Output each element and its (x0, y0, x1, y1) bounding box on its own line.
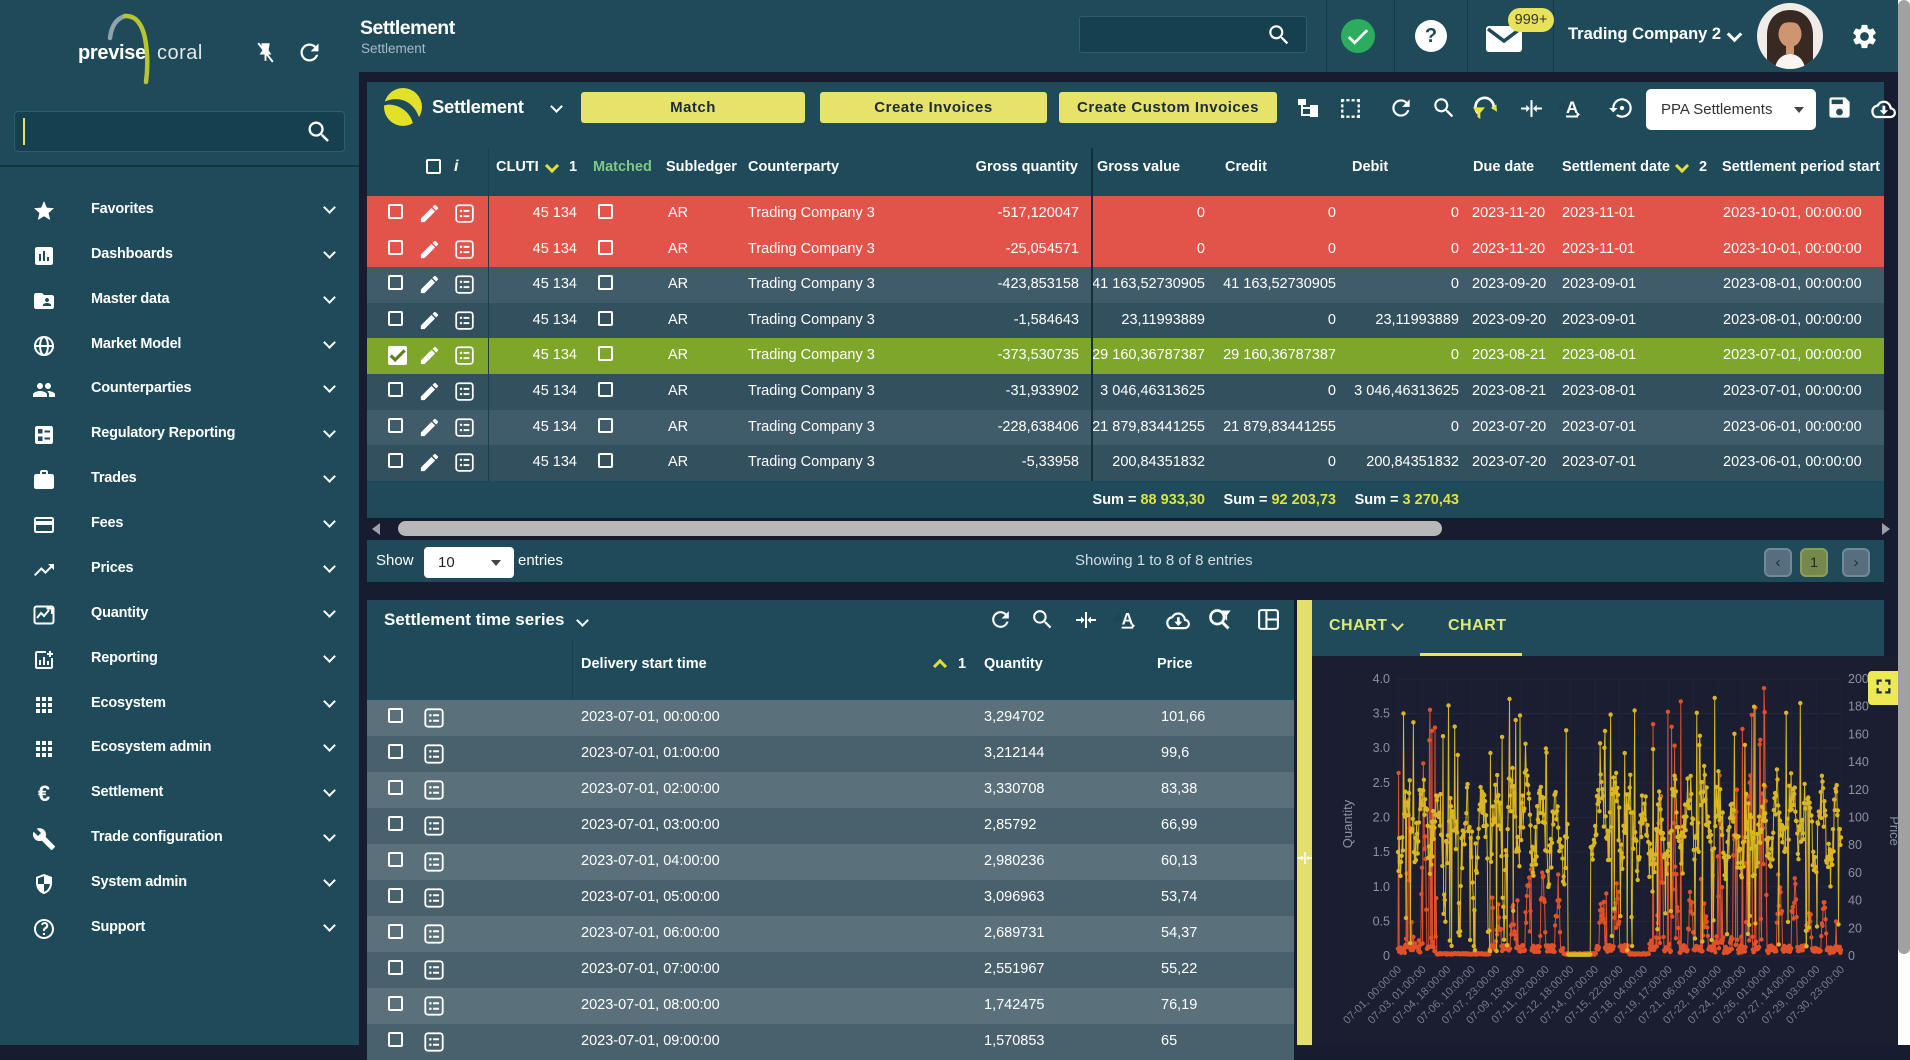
svg-text:2.0: 2.0 (1373, 811, 1390, 825)
svg-text:2.5: 2.5 (1373, 776, 1390, 790)
svg-text:4.0: 4.0 (1373, 672, 1390, 686)
svg-text:100: 100 (1848, 811, 1869, 825)
svg-text:40: 40 (1848, 894, 1862, 908)
svg-text:1.5: 1.5 (1373, 845, 1390, 859)
svg-text:60: 60 (1848, 866, 1862, 880)
svg-text:160: 160 (1848, 727, 1869, 741)
svg-text:0: 0 (1848, 949, 1855, 963)
svg-text:120: 120 (1848, 783, 1869, 797)
svg-text:1.0: 1.0 (1373, 880, 1390, 894)
svg-text:0: 0 (1383, 949, 1390, 963)
svg-text:Price: Price (1887, 816, 1898, 846)
svg-text:A: A (1558, 100, 1566, 114)
svg-text:140: 140 (1848, 755, 1869, 769)
svg-text:Quantity: Quantity (1340, 799, 1355, 848)
svg-text:A: A (1122, 610, 1134, 628)
svg-text:A: A (1566, 98, 1578, 117)
svg-text:180: 180 (1848, 700, 1869, 714)
svg-text:20: 20 (1848, 921, 1862, 935)
svg-text:A: A (1114, 613, 1122, 625)
svg-text:80: 80 (1848, 838, 1862, 852)
svg-text:0.5: 0.5 (1373, 914, 1390, 928)
svg-text:3.5: 3.5 (1373, 707, 1390, 721)
svg-text:200: 200 (1848, 672, 1869, 686)
svg-text:3.0: 3.0 (1373, 741, 1390, 755)
svg-text:€: € (38, 782, 50, 806)
